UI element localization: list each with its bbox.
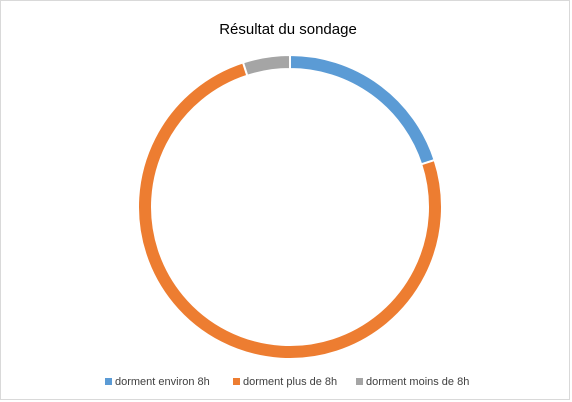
legend-label: dorment plus de 8h <box>243 376 337 388</box>
legend-swatch <box>233 378 240 385</box>
legend-label: dorment moins de 8h <box>366 376 469 388</box>
chart-title: Résultat du sondage <box>219 21 357 38</box>
legend-swatch <box>356 378 363 385</box>
donut-segment <box>241 53 291 78</box>
legend-swatch <box>105 378 112 385</box>
legend-label: dorment environ 8h <box>115 376 210 388</box>
